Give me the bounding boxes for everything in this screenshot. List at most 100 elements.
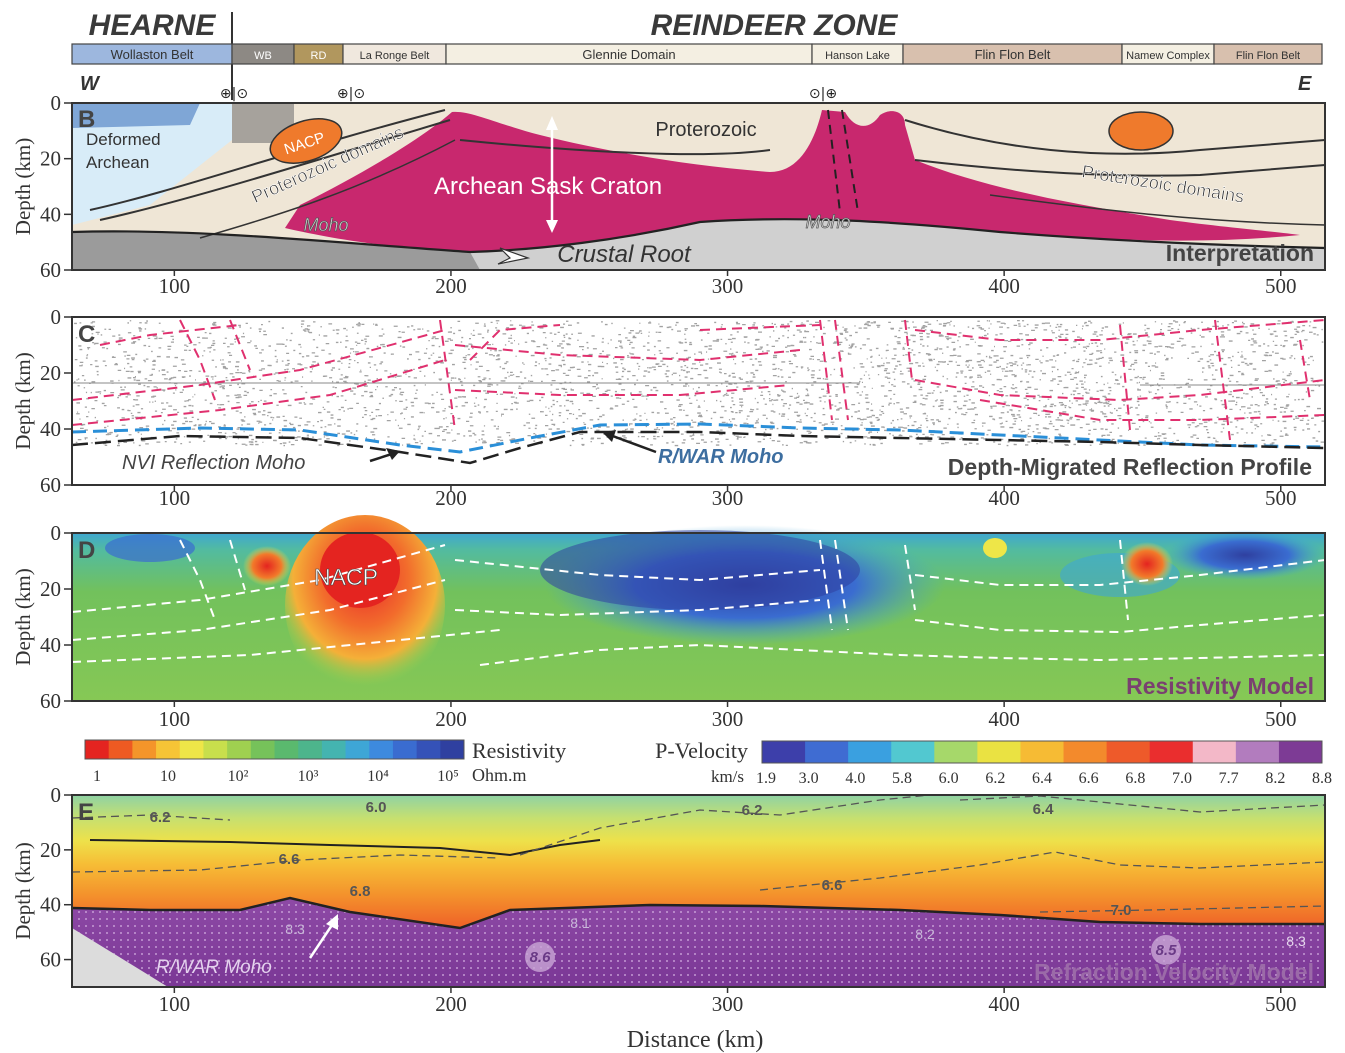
distance-tick: 100 — [159, 992, 191, 1016]
depth-tick: 40 — [40, 202, 61, 226]
velocity-tick: 8.8 — [1312, 770, 1332, 787]
contour-label: 7.0 — [1111, 902, 1132, 919]
velocity-swatch — [848, 741, 892, 763]
depth-tick: 0 — [51, 91, 62, 115]
velocity-tick: 6.8 — [1125, 770, 1145, 787]
mantle-velocity: 8.3 — [1286, 933, 1306, 949]
velocity-swatch — [1192, 741, 1237, 763]
panel-letter: B — [78, 106, 95, 133]
distance-tick: 400 — [988, 274, 1020, 298]
nacp-label: NACP — [314, 564, 378, 590]
resistivity-swatch — [85, 740, 110, 759]
resistivity-tick: 10⁵ — [437, 768, 459, 785]
contour-label: 6.6 — [822, 877, 843, 894]
west-label: W — [80, 73, 101, 95]
rwar-moho-line — [71, 422, 1326, 454]
rwar-moho-label: R/WAR Moho — [156, 957, 272, 978]
fault-symbol: ⊕|⊙ — [337, 86, 365, 102]
velocity-swatch — [1278, 741, 1323, 763]
depth-tick: 60 — [40, 689, 61, 713]
panel-e: E 6.2 6.0 6.2 6.4 6.6 6.6 6.8 7.0 8.3 8.… — [71, 794, 1326, 988]
velocity-unit: km/s — [711, 767, 744, 786]
belt-label: WB — [254, 50, 272, 62]
depth-tick: 60 — [40, 948, 61, 972]
velocity-swatch — [1106, 741, 1151, 763]
velocity-swatch — [1149, 741, 1194, 763]
resistivity-swatch — [274, 740, 299, 759]
archean-label: Archean — [86, 153, 149, 172]
resistivity-swatch — [203, 740, 228, 759]
belt-label: Namew Complex — [1126, 50, 1210, 62]
distance-tick: 100 — [159, 707, 191, 731]
resistivity-swatch — [132, 740, 157, 759]
depth-tick: 40 — [40, 633, 61, 657]
resistivity-swatch — [345, 740, 370, 759]
nvi-moho-label: NVI Reflection Moho — [122, 452, 305, 474]
distance-tick: 500 — [1265, 486, 1297, 510]
contour-label: 6.6 — [279, 851, 300, 868]
depth-tick: 40 — [40, 893, 61, 917]
depth-tick: 0 — [51, 305, 62, 329]
velocity-tick: 7.0 — [1172, 770, 1192, 787]
depth-axis-label: Depth (km) — [11, 842, 35, 939]
velocity-swatch — [891, 741, 935, 763]
depth-axis-label: Depth (km) — [11, 352, 35, 449]
resistivity-legend: Resistivity Ohm.m 1 10 10² 10³ 10⁴ 10⁵ — [84, 738, 566, 785]
resistivity-tick: 1 — [93, 768, 101, 785]
nvi-moho-line — [71, 430, 1326, 465]
resistivity-tick: 10³ — [298, 768, 319, 785]
velocity-tick: 6.6 — [1079, 770, 1099, 787]
structure-overlay — [71, 539, 1326, 666]
distance-tick: 200 — [435, 274, 467, 298]
distance-tick: 200 — [435, 992, 467, 1016]
contour-label: 6.4 — [1033, 801, 1055, 818]
mantle-velocity: 8.1 — [570, 915, 590, 931]
panel-letter: E — [78, 799, 94, 826]
panel-title: Interpretation — [1166, 240, 1314, 266]
proterozoic-label: Proterozoic — [655, 119, 756, 141]
belt-segment — [1213, 43, 1323, 65]
resistivity-swatch — [227, 740, 252, 759]
hearne-title: HEARNE — [89, 9, 217, 42]
depth-tick: 60 — [40, 473, 61, 497]
panel-title: Refraction Velocity Model — [1034, 959, 1314, 985]
moho-label-right: Moho — [805, 212, 850, 232]
panel-letter: D — [78, 537, 95, 564]
depth-tick: 0 — [51, 783, 62, 807]
reflection-data — [74, 320, 1325, 447]
resistivity-title: Resistivity — [472, 738, 566, 763]
distance-tick: 200 — [435, 707, 467, 731]
fault-symbol: ⊕|⊙ — [220, 86, 248, 102]
distance-tick: 400 — [988, 486, 1020, 510]
depth-tick: 20 — [40, 361, 61, 385]
belt-label: Glennie Domain — [582, 47, 675, 62]
belt-bar: Wollaston Belt WB RD La Ronge Belt Glennie D… — [71, 43, 1323, 65]
velocity-tick: 7.7 — [1219, 770, 1239, 787]
resistivity-swatch — [392, 740, 418, 759]
reflection-speckle — [74, 320, 1325, 447]
rwar-moho-label: R/WAR Moho — [658, 446, 784, 468]
distance-tick: 500 — [1265, 992, 1297, 1016]
fault-interpretation — [71, 319, 1326, 441]
resistivity-swatch — [250, 740, 275, 759]
velocity-swatch — [1063, 741, 1108, 763]
belt-label: Flin Flon Belt — [1236, 50, 1300, 62]
belt-label: La Ronge Belt — [360, 50, 430, 62]
resistivity-tick: 10² — [228, 768, 249, 785]
resistivity-tick: 10⁴ — [367, 768, 389, 785]
contour-label: 6.2 — [742, 802, 763, 819]
velocity-tick: 5.8 — [892, 770, 912, 787]
reindeer-title: REINDEER ZONE — [651, 9, 899, 42]
resistivity-swatch — [440, 740, 465, 759]
depth-axis-label: Depth (km) — [11, 138, 35, 235]
mantle-velocity: 8.2 — [915, 926, 935, 942]
distance-tick: 300 — [712, 992, 744, 1016]
velocity-legend: P-Velocity km/s 1.9 3.0 4.0 5.8 6.0 6.2 6.4 6.6… — [655, 738, 1332, 787]
distance-tick: 400 — [988, 992, 1020, 1016]
mantle-velocity: 8.5 — [1156, 942, 1178, 959]
depth-tick: 0 — [51, 521, 62, 545]
distance-tick: 300 — [712, 486, 744, 510]
belt-label: RD — [311, 50, 327, 62]
